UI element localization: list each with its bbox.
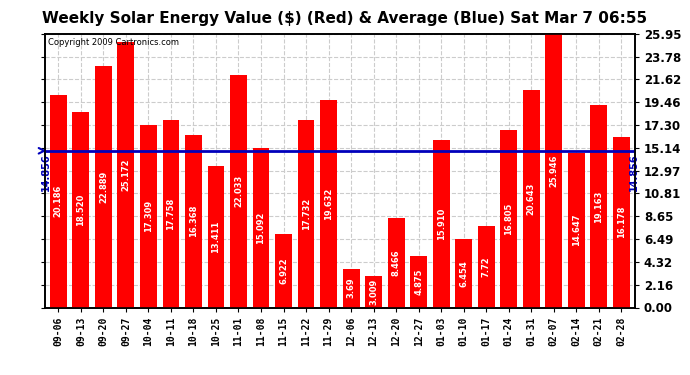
Bar [545, 34, 562, 308]
Bar [230, 75, 247, 307]
Bar [50, 94, 67, 308]
Text: 19.163: 19.163 [594, 190, 603, 223]
Bar [477, 226, 495, 308]
Bar [140, 125, 157, 308]
Text: 16.805: 16.805 [504, 202, 513, 235]
Text: 15.092: 15.092 [257, 212, 266, 244]
Text: 7.72: 7.72 [482, 256, 491, 277]
Text: 14.856: 14.856 [41, 153, 51, 190]
Bar [410, 256, 427, 307]
Bar [95, 66, 112, 308]
Bar [591, 105, 607, 308]
Bar [613, 137, 630, 308]
Text: 18.520: 18.520 [77, 194, 86, 226]
Bar [388, 218, 404, 308]
Text: 16.178: 16.178 [617, 206, 626, 238]
Text: 17.309: 17.309 [144, 200, 153, 232]
Text: 25.172: 25.172 [121, 159, 130, 191]
Text: 6.922: 6.922 [279, 258, 288, 284]
Bar [365, 276, 382, 308]
Text: 20.643: 20.643 [526, 182, 535, 215]
Bar [253, 148, 270, 308]
Text: 25.946: 25.946 [549, 154, 558, 187]
Bar [208, 166, 224, 308]
Text: 14.856: 14.856 [629, 153, 639, 190]
Text: Copyright 2009 Cartronics.com: Copyright 2009 Cartronics.com [48, 38, 179, 47]
Text: 20.186: 20.186 [54, 185, 63, 217]
Text: 19.632: 19.632 [324, 188, 333, 220]
Text: 14.647: 14.647 [572, 214, 581, 246]
Text: 3.69: 3.69 [346, 278, 355, 298]
Bar [455, 239, 472, 308]
Text: 6.454: 6.454 [459, 260, 469, 287]
Text: Weekly Solar Energy Value ($) (Red) & Average (Blue) Sat Mar 7 06:55: Weekly Solar Energy Value ($) (Red) & Av… [43, 11, 647, 26]
Bar [275, 234, 292, 308]
Text: 17.732: 17.732 [302, 198, 310, 230]
Bar [568, 153, 584, 308]
Text: 15.910: 15.910 [437, 207, 446, 240]
Bar [297, 120, 315, 308]
Bar [500, 130, 517, 308]
Bar [433, 140, 450, 308]
Text: 3.009: 3.009 [369, 279, 378, 305]
Bar [185, 135, 202, 308]
Text: 16.368: 16.368 [189, 205, 198, 237]
Bar [523, 90, 540, 308]
Bar [163, 120, 179, 308]
Bar [320, 100, 337, 308]
Bar [343, 268, 359, 308]
Text: 22.889: 22.889 [99, 171, 108, 203]
Text: 4.875: 4.875 [414, 268, 423, 295]
Text: 17.758: 17.758 [166, 198, 175, 230]
Text: 13.411: 13.411 [211, 220, 221, 253]
Text: 8.466: 8.466 [392, 249, 401, 276]
Bar [117, 42, 135, 308]
Text: 22.033: 22.033 [234, 175, 243, 207]
Bar [72, 112, 89, 308]
